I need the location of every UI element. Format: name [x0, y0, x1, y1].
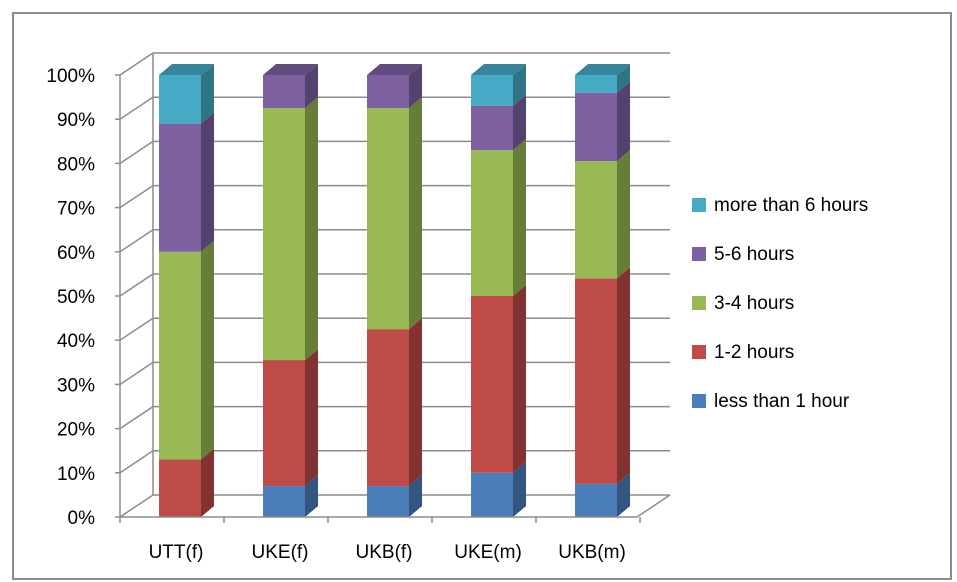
- x-tick-label: UKE(f): [252, 542, 309, 563]
- gridline: [119, 52, 670, 76]
- legend-item: less than 1 hour: [692, 391, 850, 412]
- bar-stack: [575, 64, 630, 517]
- bar-segment-side: [513, 461, 526, 517]
- legend-item: 3-4 hours: [692, 293, 794, 314]
- bar-segment-front: [575, 75, 617, 93]
- bar-top-face: [471, 64, 526, 75]
- bar-segment-side: [617, 81, 630, 162]
- bar-segment-side: [513, 64, 526, 106]
- bar-segment-front: [367, 486, 409, 517]
- bar-segment-side: [513, 94, 526, 151]
- axes: [115, 74, 641, 523]
- bar-segment-side: [201, 64, 214, 124]
- y-axis-tick-labels: 0% 10% 20% 30% 40% 50% 60% 70% 80% 90% 100%: [46, 66, 95, 529]
- bar-segment-side: [513, 285, 526, 473]
- bar-segment-front: [575, 92, 617, 162]
- legend-swatch: [692, 345, 706, 359]
- y-tick-label: 10%: [57, 464, 95, 485]
- legend-swatch: [692, 394, 706, 408]
- bar-segment-side: [305, 97, 318, 361]
- bar-segment-side: [409, 64, 422, 109]
- bars: [159, 64, 630, 517]
- bar-segment-front: [471, 150, 513, 296]
- bar-top-face: [159, 64, 214, 75]
- bar-segment-front: [471, 472, 513, 517]
- bar-segment-front: [159, 251, 201, 460]
- bar-top-face: [263, 64, 318, 75]
- bar-segment-front: [367, 329, 409, 487]
- bar-segment-side: [409, 475, 422, 517]
- legend-swatch: [692, 198, 706, 212]
- floor-right-edge: [636, 494, 671, 518]
- legend-swatch: [692, 247, 706, 261]
- x-axis-tick-labels: UTT(f) UKE(f) UKB(f) UKE(m) UKB(m): [149, 542, 626, 563]
- x-tick-label: UKB(f): [356, 542, 413, 563]
- bar-top-face: [367, 64, 422, 75]
- legend-label: 1-2 hours: [714, 342, 794, 363]
- y-tick-label: 90%: [57, 110, 95, 131]
- bar-segment-front: [263, 108, 305, 361]
- legend-label: less than 1 hour: [714, 391, 850, 412]
- bar-stack: [367, 64, 422, 517]
- legend-item: 5-6 hours: [692, 244, 794, 265]
- bar-segment-side: [617, 267, 630, 484]
- bar-segment-side: [409, 97, 422, 330]
- bar-segment-front: [575, 278, 617, 484]
- bar-segment-side: [305, 349, 318, 487]
- y-tick-label: 80%: [57, 154, 95, 175]
- bar-segment-side: [409, 318, 422, 487]
- bar-segment-side: [513, 139, 526, 296]
- bar-segment-front: [159, 75, 201, 124]
- legend-label: 3-4 hours: [714, 293, 794, 314]
- bar-segment-side: [305, 64, 318, 109]
- y-tick-label: 70%: [57, 199, 95, 220]
- bar-segment-front: [263, 75, 305, 109]
- bar-segment-front: [367, 75, 409, 109]
- bar-segment-front: [575, 483, 617, 517]
- bar-segment-side: [305, 475, 318, 517]
- bar-segment-front: [159, 123, 201, 252]
- y-tick-label: 60%: [57, 243, 95, 264]
- y-tick-label: 40%: [57, 331, 95, 352]
- legend: more than 6 hours 5-6 hours 3-4 hours 1-2 h…: [692, 195, 868, 412]
- legend-item: more than 6 hours: [692, 195, 868, 216]
- y-tick-label: 50%: [57, 287, 95, 308]
- bar-segment-side: [617, 150, 630, 279]
- bar-segment-side: [617, 472, 630, 517]
- x-tick-label: UKB(m): [558, 542, 626, 563]
- bar-segment-front: [367, 108, 409, 330]
- x-tick-label: UTT(f): [149, 542, 204, 563]
- x-tick-label: UKE(m): [454, 542, 522, 563]
- bar-segment-side: [201, 240, 214, 460]
- bar-segment-front: [159, 459, 201, 517]
- bar-segment-side: [201, 112, 214, 252]
- bar-segment-front: [575, 161, 617, 279]
- bar-stack: [159, 64, 214, 517]
- bar-segment-side: [201, 448, 214, 517]
- legend-label: more than 6 hours: [714, 195, 868, 216]
- y-tick-label: 30%: [57, 375, 95, 396]
- legend-label: 5-6 hours: [714, 244, 794, 265]
- bar-segment-side: [617, 64, 630, 93]
- bar-stack: [471, 64, 526, 517]
- y-tick-label: 0%: [68, 508, 96, 529]
- bar-segment-front: [471, 296, 513, 473]
- bar-segment-front: [263, 360, 305, 487]
- bar-segment-front: [471, 75, 513, 106]
- y-tick-label: 100%: [46, 66, 95, 87]
- bar-segment-front: [263, 486, 305, 517]
- legend-item: 1-2 hours: [692, 342, 794, 363]
- y-tick-label: 20%: [57, 420, 95, 441]
- bar-stack: [263, 64, 318, 517]
- bar-top-face: [575, 64, 630, 75]
- legend-swatch: [692, 296, 706, 310]
- bar-segment-front: [471, 105, 513, 151]
